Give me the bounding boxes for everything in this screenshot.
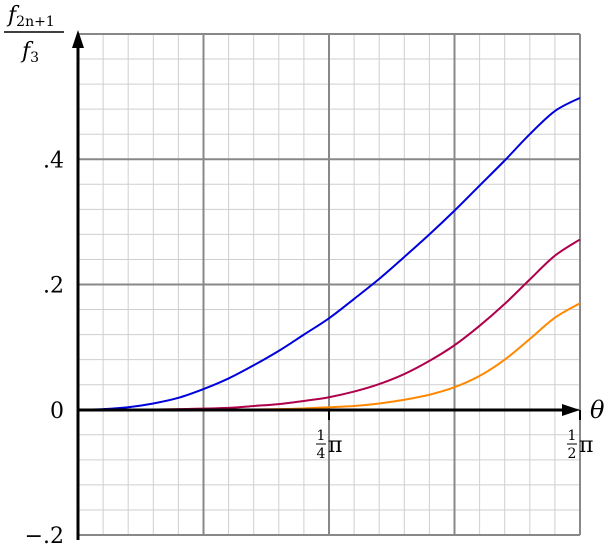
series-line-1	[77, 96, 581, 411]
svg-text:f2n+1: f2n+1	[6, 3, 55, 30]
y-tick-label: .2	[43, 274, 64, 299]
y-tick-label: .4	[43, 148, 64, 173]
y-tick-label: −.2	[25, 524, 64, 546]
x-tick-labels: 14 π 12 π	[316, 410, 593, 462]
x-tick-label: 1 4 π	[316, 428, 342, 462]
x-axis-label: θ	[590, 396, 605, 424]
y-axis-label: f2n+1 f3	[4, 3, 64, 66]
y-tick-label: 0	[50, 399, 64, 424]
svg-text:f3: f3	[20, 39, 39, 66]
y-axis-arrow	[72, 30, 84, 48]
svg-text:1: 1	[317, 428, 326, 444]
svg-text:π: π	[328, 433, 342, 458]
series-line-2	[77, 238, 581, 411]
x-tick-label: 1 2 π	[567, 428, 593, 462]
y-tick-labels: −.2 0 .2 .4	[25, 148, 64, 546]
svg-text:1: 1	[568, 428, 577, 444]
svg-text:4: 4	[317, 446, 326, 462]
svg-text:2: 2	[568, 446, 577, 462]
x-axis-arrow	[562, 404, 580, 416]
svg-text:π: π	[579, 433, 593, 458]
